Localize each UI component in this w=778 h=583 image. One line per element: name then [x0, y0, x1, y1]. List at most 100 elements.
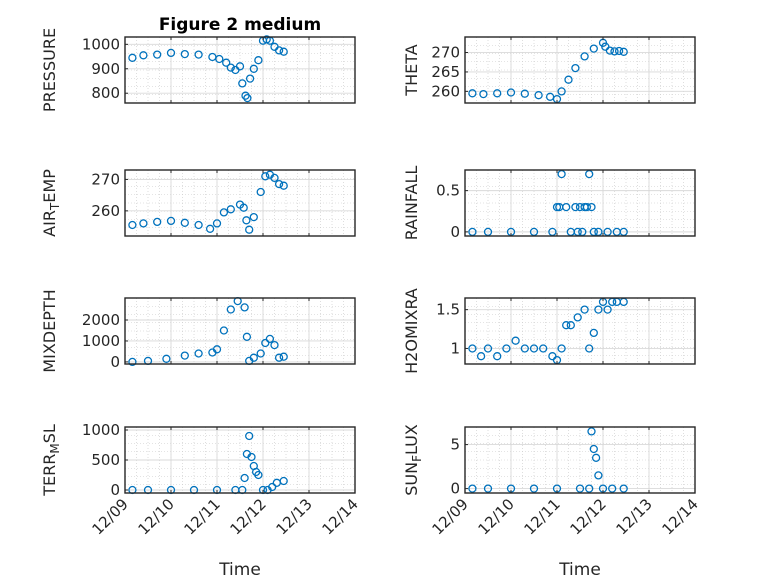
panel-1-point: [166, 48, 176, 58]
panel-3-point: [279, 181, 288, 190]
panel-1-point: [139, 51, 148, 60]
panel-4-y-tick-label: 0: [450, 223, 460, 241]
panel-6-point: [468, 344, 477, 353]
panel-7-point: [240, 473, 249, 483]
panel-8-point: [587, 427, 596, 436]
panel-5-point: [128, 357, 137, 367]
panel-5-point: [162, 354, 171, 363]
panel-5-point: [256, 349, 265, 358]
panel-7-x-tick-label: 12/14: [319, 495, 362, 538]
panel-6-point: [529, 344, 539, 353]
panel-6-point: [585, 344, 594, 353]
panel-7-major-grid: [124, 427, 356, 493]
panel-1-point: [194, 50, 203, 59]
panel-1-y-tick-label: 800: [91, 84, 120, 102]
panel-6-point: [539, 344, 548, 353]
panel-3-point: [153, 217, 162, 227]
panel-1-point: [254, 56, 263, 65]
panel-1-point: [245, 74, 255, 83]
panel-6-y-tick-label: 1.5: [436, 301, 460, 319]
panel-2-point: [557, 87, 566, 96]
panel-8-point: [575, 484, 585, 493]
panel-8-x-tick-label: 12/12: [567, 495, 610, 538]
panel-2-point: [571, 63, 580, 73]
panel-6: 1 1.5 H2OMIXRA: [402, 288, 696, 374]
panel-2-point: [614, 46, 624, 56]
panel-6-point: [511, 336, 520, 345]
panel-4-y-axis-label: RAINFALL: [402, 166, 421, 241]
panel-6-point: [493, 352, 502, 361]
panel-3: 260 270 AIRTEMP: [40, 169, 356, 237]
panel-8-y-tick-label: 0: [450, 480, 460, 498]
panel-3-point: [128, 220, 137, 230]
panel-6-point: [603, 305, 612, 314]
panel-1-point: [279, 47, 288, 56]
panel-7-y-tick-label: 1000: [82, 421, 120, 439]
panel-5-y-tick-label: 0: [110, 353, 120, 371]
panel-5-axes-box: [124, 297, 356, 365]
panel-8-point: [608, 484, 617, 493]
panel-5-y-tick-label: 1000: [82, 332, 120, 350]
panel-3-point: [245, 225, 254, 234]
panel-2-point: [580, 52, 589, 61]
panel-1-axes-box: [124, 36, 356, 104]
panel-6-point: [562, 321, 571, 330]
panel-6-point: [476, 352, 486, 361]
panel-8-y-tick-label: 5: [450, 436, 460, 454]
panel-1-points: [128, 35, 288, 103]
panel-2-point: [610, 47, 619, 56]
panel-7-x-tick-label: 12/13: [273, 495, 316, 538]
panel-7-y-tick-label: 500: [91, 451, 120, 469]
panel-5: 0 1000 2000 MIXDEPTH: [40, 289, 356, 373]
panel-3-point: [212, 219, 222, 228]
panel-3-axes-box: [124, 169, 356, 237]
panel-5-point: [180, 351, 189, 360]
panel-8-x-tick-label: 12/09: [429, 495, 472, 538]
panel-7-y-tick-label: 0: [110, 481, 120, 499]
panel-2-point: [493, 89, 502, 98]
panel-1-point: [238, 79, 247, 88]
panel-1-point: [226, 63, 235, 72]
panel-7-x-tick-label: 12/11: [181, 495, 224, 538]
panel-3-point: [239, 203, 248, 212]
panel-2-y-tick-label: 270: [431, 44, 460, 62]
panel-1-point: [249, 64, 258, 73]
panel-1-point: [274, 46, 284, 55]
panel-6-point: [520, 344, 529, 353]
panel-8-point: [585, 484, 594, 493]
panel-6-point: [589, 328, 598, 338]
panel-2-y-tick-label: 260: [431, 82, 460, 100]
panel-5-point: [249, 353, 258, 362]
panel-4-axes-box: [464, 169, 696, 237]
panel-3-point: [139, 219, 148, 228]
panel-5-point: [219, 326, 229, 335]
panel-1-point: [243, 93, 252, 103]
panel-1: 800 900 1000 PRESSURE: [40, 28, 356, 112]
panel-7-point: [268, 482, 277, 492]
panel-4-point: [582, 202, 592, 212]
panel-6-point: [594, 305, 603, 314]
panel-6-points: [468, 297, 628, 365]
panel-3-point: [194, 220, 203, 230]
panel-7-point: [247, 452, 256, 462]
panel-6-point: [557, 344, 566, 353]
panel-6-point: [573, 313, 582, 322]
panel-4-y-tick-label: 0.5: [436, 182, 460, 200]
panel-7-x-tick-label: 12/12: [227, 495, 270, 538]
panel-3-point: [261, 172, 270, 181]
panel-4-point: [587, 202, 596, 212]
panel-8-points: [468, 427, 628, 493]
panel-1-point: [215, 54, 224, 64]
panel-4: 0 0.5 RAINFALL: [402, 166, 696, 241]
panel-1-y-tick-label: 1000: [82, 35, 120, 53]
panel-3-point: [242, 216, 251, 225]
panel-8-point: [619, 484, 628, 493]
panel-1-point: [153, 50, 162, 59]
panel-1-point: [128, 53, 137, 62]
panel-2-y-axis-label: THETA: [402, 44, 421, 96]
panel-5-point: [274, 353, 284, 362]
panel-3-point: [226, 205, 235, 214]
panel-7: 0 500 1000 TERRMSL 12/09 12/10 12/11 12/12 12/13…: [40, 421, 362, 580]
